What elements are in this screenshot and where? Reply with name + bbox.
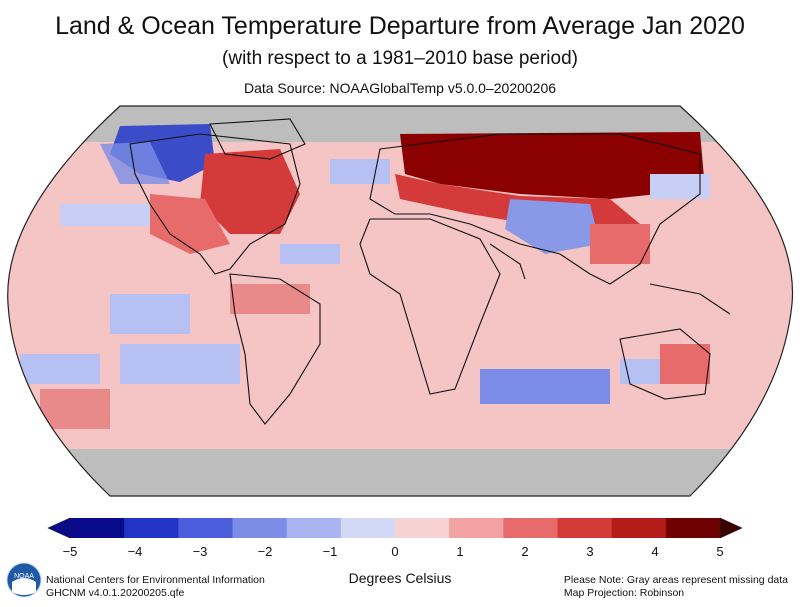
scale-swatch — [178, 518, 233, 538]
scale-tick-label: −5 — [63, 544, 78, 559]
noaa-logo: NOAA — [6, 562, 42, 598]
projection-note: Map Projection: Robinson — [563, 587, 685, 599]
scale-arrow-right — [719, 517, 743, 539]
scale-swatch — [557, 518, 613, 538]
scale-swatch — [70, 518, 125, 538]
missing-data-antarctica — [7, 449, 793, 496]
scale-tick-label: 3 — [586, 544, 593, 559]
coastlines — [129, 118, 731, 425]
scale-swatch — [340, 518, 396, 538]
map-fill — [7, 106, 793, 496]
scale-tick-label: −1 — [323, 544, 338, 559]
scale-swatch — [503, 518, 558, 538]
agency-info: National Centers for Environmental Infor… — [46, 574, 265, 600]
agency-name: National Centers for Environmental Infor… — [46, 574, 265, 586]
data-source: Data Source: NOAAGlobalTemp v5.0.0–20200… — [243, 80, 557, 96]
scale-swatch — [665, 518, 721, 538]
scale-unit-label: Degrees Celsius — [348, 570, 452, 586]
scale-swatches — [70, 518, 721, 538]
scale-tick-label: −4 — [128, 544, 143, 559]
scale-tick-label: −2 — [258, 544, 273, 559]
scale-tick-label: 0 — [391, 544, 398, 559]
scale-swatch — [124, 518, 179, 538]
map-title: Land & Ocean Temperature Departure from … — [55, 12, 745, 40]
missing-data-note: Please Note: Gray areas represent missin… — [563, 574, 788, 586]
scale-swatch — [395, 518, 450, 538]
scale-tick-label: −3 — [193, 544, 208, 559]
map-subtitle: (with respect to a 1981–2010 base period… — [222, 48, 578, 69]
color-scale-bar: −5 −4 −3 −2 −1 0 1 2 3 4 5 — [47, 517, 743, 559]
dataset-version: GHCNM v4.0.1.20200205.qfe — [46, 587, 185, 599]
scale-swatch — [232, 518, 288, 538]
world-anomaly-map — [7, 105, 794, 497]
scale-swatch — [449, 518, 504, 538]
scale-tick-label: 4 — [651, 544, 658, 559]
scale-swatch — [611, 518, 667, 538]
globe-outline — [7, 105, 794, 497]
scale-tick-label: 1 — [456, 544, 463, 559]
scale-arrow-left — [47, 517, 71, 539]
map-notes: Please Note: Gray areas represent missin… — [564, 574, 788, 600]
scale-swatch — [286, 518, 342, 538]
scale-tick-label: 2 — [521, 544, 528, 559]
logo-text: NOAA — [14, 573, 34, 580]
scale-tick-label: 5 — [716, 544, 723, 559]
